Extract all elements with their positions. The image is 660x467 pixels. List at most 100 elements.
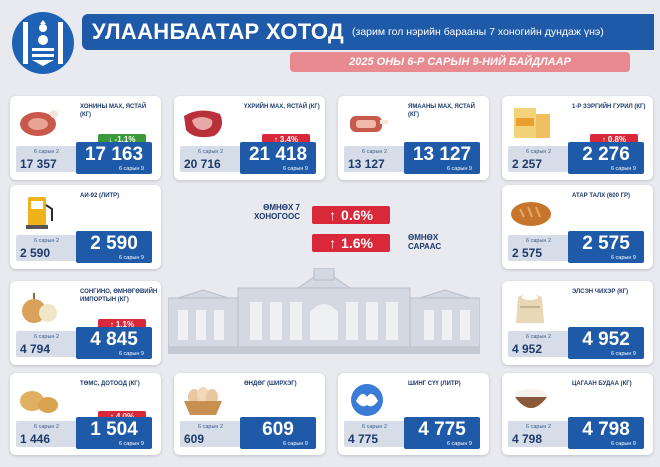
potato-icon (16, 381, 62, 419)
current-price-box: 21 418 6 сарын 9 (240, 142, 316, 174)
product-card: ӨНДӨГ (ШИРХЭГ) 6 сарын 2 609 609 6 сарын… (174, 373, 325, 455)
product-name: АТАР ТАЛХ (600 ГР) (572, 193, 630, 199)
previous-date-label: 6 сарын 2 (362, 149, 388, 155)
week-change-value: 0.6% (341, 207, 373, 223)
previous-date-label: 6 сарын 2 (526, 149, 552, 155)
arrow-up-icon: ↑ (273, 135, 278, 144)
current-price: 4 798 (582, 419, 630, 440)
current-date-label: 6 сарын 9 (118, 255, 144, 261)
sugar-sack-icon (508, 289, 554, 327)
month-change-value: 1.6% (341, 235, 373, 251)
week-change-label: ӨМНӨХ 7 ХОНОГООС (253, 203, 300, 221)
report-date: 2025 ОНЫ 6-Р САРЫН 9-НИЙ БАЙДЛААР (290, 52, 630, 72)
product-card: ЦАГААН БУДАА (КГ) 6 сарын 2 4 798 4 798 … (502, 373, 653, 455)
current-date-label: 6 сарын 9 (118, 351, 144, 357)
month-change-badge: ↑ 1.6% (312, 234, 390, 252)
product-name: ҮХРИЙН МАХ, ЯСТАЙ (КГ) (244, 104, 320, 110)
current-price: 2 575 (582, 233, 630, 254)
previous-date-label: 6 сарын 2 (34, 149, 60, 155)
current-price: 17 163 (84, 144, 144, 165)
change-value: 4.0% (116, 412, 134, 421)
product-card: ҮХРИЙН МАХ, ЯСТАЙ (КГ) ↑ 3.4% 6 сарын 2 … (174, 96, 325, 180)
previous-date-label: 6 сарын 2 (198, 149, 224, 155)
milk-splash-icon (344, 381, 390, 419)
change-value: -1.1% (114, 135, 136, 144)
current-date-label: 6 сарын 9 (282, 166, 308, 172)
current-price-box: 2 590 6 сарын 9 (76, 231, 152, 263)
change-value: 1.1% (115, 320, 135, 329)
change-badge: ↑ 1.1% (98, 319, 146, 330)
arrow-down-icon: ↓ (108, 135, 113, 144)
arrow-up-icon: ↑ (109, 320, 114, 329)
previous-date-label: 6 сарын 2 (362, 424, 388, 430)
product-name: ХОНИНЫ МАХ, ЯСТАЙ (КГ) (80, 104, 147, 118)
change-badge: ↓ -1.1% (98, 134, 146, 145)
arrow-up-icon: ↑ (601, 135, 606, 144)
page-subtitle: (зарим гол нэрийн барааны 7 хоногийн дун… (352, 26, 604, 38)
product-name: ЯМААНЫ МАХ, ЯСТАЙ (КГ) (408, 104, 475, 118)
current-price: 4 775 (418, 419, 466, 440)
current-date-label: 6 сарын 9 (446, 441, 472, 447)
current-date-label: 6 сарын 9 (118, 166, 144, 172)
product-card: ХОНИНЫ МАХ, ЯСТАЙ (КГ) ↓ -1.1% 6 сарын 2… (10, 96, 161, 180)
previous-price-box: 6 сарын 2 2 590 (16, 235, 78, 261)
previous-date-label: 6 сарын 2 (526, 334, 552, 340)
previous-price: 4 775 (348, 432, 379, 446)
current-price: 4 845 (90, 329, 138, 350)
previous-price: 4 952 (512, 342, 543, 356)
previous-price: 13 127 (348, 157, 385, 171)
previous-price-box: 6 сарын 2 2 575 (508, 235, 570, 261)
previous-price: 2 575 (512, 246, 543, 260)
change-value: 3.4% (279, 135, 299, 144)
current-date-label: 6 сарын 9 (118, 441, 144, 447)
product-name: 1-Р ЗЭРГИЙН ГУРИЛ (КГ) (572, 104, 646, 110)
previous-price: 2 257 (512, 157, 543, 171)
government-palace-icon (167, 267, 481, 354)
previous-price: 609 (184, 432, 205, 446)
current-price-box: 4 798 6 сарын 9 (568, 417, 644, 449)
previous-price-box: 6 сарын 2 13 127 (344, 146, 406, 172)
current-price: 13 127 (412, 144, 472, 165)
previous-date-label: 6 сарын 2 (198, 424, 224, 430)
current-price: 21 418 (248, 144, 308, 165)
previous-date-label: 6 сарын 2 (526, 238, 552, 244)
current-price-box: 609 6 сарын 9 (240, 417, 316, 449)
current-price-box: 4 952 6 сарын 9 (568, 327, 644, 359)
arrow-up-icon: ↑ (329, 207, 337, 223)
goat-meat-icon (344, 104, 390, 142)
current-date-label: 6 сарын 9 (282, 441, 308, 447)
egg-basket-icon (180, 381, 226, 419)
product-card: ЭЛСЭН ЧИХЭР (КГ) 6 сарын 2 4 952 4 952 6… (502, 281, 653, 365)
change-badge: ↑ 4.0% (98, 411, 146, 422)
previous-price: 2 590 (20, 246, 51, 260)
product-card: СОНГИНО, ӨМНӨГӨВИЙН ИМПОРТЫН (КГ) ↑ 1.1%… (10, 281, 161, 365)
product-name: ӨНДӨГ (ШИРХЭГ) (244, 381, 297, 387)
soyombo-emblem-icon (12, 12, 74, 74)
current-price-box: 4 775 6 сарын 9 (404, 417, 480, 449)
product-name: СОНГИНО, ӨМНӨГӨВИЙН ИМПОРТЫН (КГ) (80, 289, 158, 303)
arrow-up-icon: ↑ (110, 412, 114, 421)
product-name: ШИНГ СҮҮ (ЛИТР) (408, 381, 461, 387)
previous-date-label: 6 сарын 2 (34, 238, 60, 244)
product-name: ТӨМС, ДОТООД (КГ) (80, 381, 140, 387)
week-change-badge: ↑ 0.6% (312, 206, 390, 224)
current-date-label: 6 сарын 9 (446, 166, 472, 172)
previous-price: 20 716 (184, 157, 221, 171)
previous-price: 1 446 (20, 432, 51, 446)
current-price: 2 276 (582, 144, 630, 165)
product-card: АТАР ТАЛХ (600 ГР) 6 сарын 2 2 575 2 575… (502, 185, 653, 269)
previous-price-box: 6 сарын 2 1 446 (16, 421, 78, 447)
previous-price-box: 6 сарын 2 4 952 (508, 331, 570, 357)
current-price: 1 504 (90, 419, 138, 440)
product-name: ЭЛСЭН ЧИХЭР (КГ) (572, 289, 629, 295)
beef-icon (180, 104, 226, 142)
previous-price-box: 6 сарын 2 4 798 (508, 421, 570, 447)
change-value: 0.8% (607, 135, 627, 144)
product-card: ЯМААНЫ МАХ, ЯСТАЙ (КГ) 6 сарын 2 13 127 … (338, 96, 489, 180)
current-price-box: 13 127 6 сарын 9 (404, 142, 480, 174)
flour-bag-icon (508, 104, 554, 142)
product-card: ШИНГ СҮҮ (ЛИТР) 6 сарын 2 4 775 4 775 6 … (338, 373, 489, 455)
current-price-box: 2 575 6 сарын 9 (568, 231, 644, 263)
current-price: 4 952 (582, 329, 630, 350)
current-price-box: 17 163 6 сарын 9 (76, 142, 152, 174)
